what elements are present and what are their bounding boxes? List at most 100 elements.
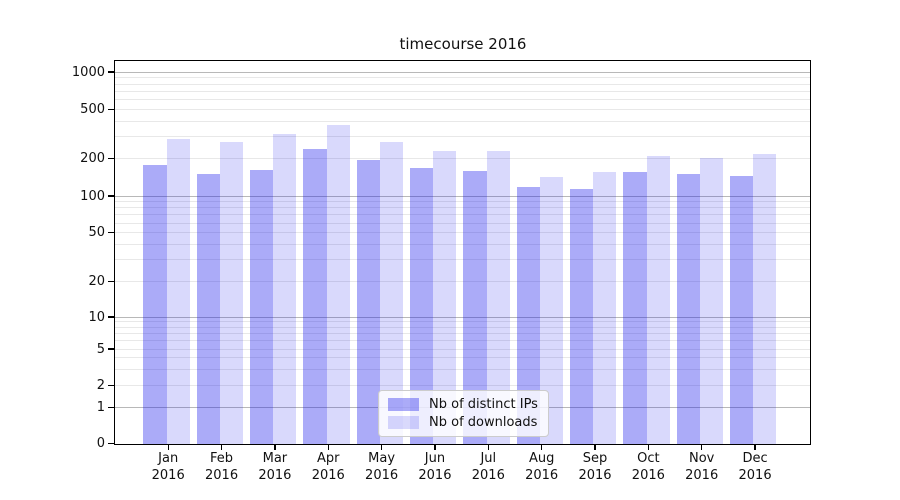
x-tick-year: 2016 <box>311 468 345 483</box>
y-tick-label: 100 <box>80 188 105 204</box>
gridline-minor <box>115 207 811 209</box>
y-tick-mark <box>108 232 114 234</box>
y-tick-mark <box>108 406 114 409</box>
x-tick-month: Apr <box>317 451 340 466</box>
legend-swatch-downloads <box>388 416 419 430</box>
y-tick-mark <box>108 108 114 111</box>
x-tick-year: 2016 <box>738 468 772 483</box>
y-tick-mark <box>108 442 114 445</box>
bar-downloads-jan <box>166 138 190 444</box>
gridline-minor <box>115 120 811 122</box>
bar-distinct-ips-feb <box>196 173 220 444</box>
gridline-minor <box>115 385 811 386</box>
bar-distinct-ips-sep <box>570 189 594 444</box>
bar-distinct-ips-aug <box>516 187 541 444</box>
x-tick-year: 2016 <box>258 468 292 483</box>
y-tick-label: 5 <box>96 341 105 357</box>
x-tick-year: 2016 <box>471 468 505 483</box>
x-tick-year: 2016 <box>685 468 719 483</box>
bar-distinct-ips-jan <box>143 165 167 444</box>
gridline-minor <box>115 326 811 328</box>
x-tick-mark <box>647 444 650 450</box>
legend-item-downloads: Nb of downloads <box>388 415 539 430</box>
x-tick-month: Aug <box>528 451 555 466</box>
gridline-minor <box>115 99 811 101</box>
y-tick-label: 2 <box>96 378 105 393</box>
y-tick-mark <box>108 384 114 387</box>
x-tick-label-oct: Oct 2016 <box>618 450 678 484</box>
x-tick-month: May <box>368 451 396 466</box>
y-tick-mark <box>108 280 114 283</box>
gridline-minor <box>115 83 811 85</box>
y-tick-label: 1 <box>96 400 105 415</box>
x-tick-month: Nov <box>689 451 715 466</box>
gridline-minor <box>115 357 811 359</box>
bar-distinct-ips-jun <box>410 168 434 444</box>
gridline-major <box>115 71 811 73</box>
x-tick-year: 2016 <box>418 468 452 483</box>
x-tick-month: Jun <box>424 451 446 466</box>
x-tick-month: Oct <box>637 451 660 466</box>
x-tick-label-sep: Sep 2016 <box>565 450 625 484</box>
x-tick-label-mar: Mar 2016 <box>245 450 305 484</box>
y-tick-mark <box>108 157 114 159</box>
bar-downloads-mar <box>273 133 297 444</box>
legend: Nb of distinct IPs Nb of downloads <box>378 390 549 437</box>
gridline-minor <box>115 214 811 216</box>
x-tick-mark <box>594 444 596 450</box>
legend-label-downloads: Nb of downloads <box>429 415 538 431</box>
y-tick-mark <box>108 195 114 197</box>
x-tick-month: Dec <box>742 451 768 466</box>
gridline-minor <box>115 201 811 203</box>
y-tick-mark <box>108 71 114 73</box>
x-tick-mark <box>754 444 756 450</box>
x-tick-label-feb: Feb 2016 <box>192 450 252 484</box>
x-tick-year: 2016 <box>578 468 612 483</box>
x-tick-label-aug: Aug 2016 <box>512 450 572 484</box>
x-tick-mark <box>167 444 169 450</box>
bar-downloads-jun <box>433 150 457 444</box>
chart-title: timecourse 2016 <box>399 35 527 53</box>
y-tick-mark <box>108 348 114 350</box>
gridline-minor <box>115 222 811 224</box>
bar-downloads-aug <box>540 177 564 444</box>
gridline-minor <box>115 232 811 234</box>
bar-downloads-oct <box>646 155 670 444</box>
legend-swatch-distinct-ips <box>388 397 419 411</box>
gridline-minor <box>115 281 811 282</box>
x-tick-mark <box>701 444 703 450</box>
y-tick-label: 0 <box>96 436 105 451</box>
gridline-minor <box>115 368 811 370</box>
x-tick-mark <box>434 444 436 450</box>
x-tick-label-jan: Jan 2016 <box>138 450 198 484</box>
y-tick-label: 200 <box>80 150 105 166</box>
x-tick-mark <box>540 444 543 450</box>
bar-distinct-ips-nov <box>676 173 701 444</box>
gridline-minor <box>115 259 811 261</box>
x-tick-year: 2016 <box>631 468 665 483</box>
x-tick-mark <box>380 444 383 450</box>
gridline-major <box>115 195 811 197</box>
x-tick-year: 2016 <box>151 468 185 483</box>
x-tick-label-nov: Nov 2016 <box>672 450 732 484</box>
x-tick-label-jul: Jul 2016 <box>458 450 518 484</box>
bar-downloads-may <box>380 142 403 444</box>
y-tick-mark <box>108 316 114 318</box>
y-tick-label: 50 <box>88 225 105 241</box>
x-tick-mark <box>274 444 276 450</box>
x-tick-month: Jan <box>158 451 179 466</box>
bar-distinct-ips-may <box>356 159 380 444</box>
gridline-minor <box>115 109 811 110</box>
x-tick-year: 2016 <box>525 468 559 483</box>
bar-distinct-ips-dec <box>730 175 754 444</box>
bar-downloads-feb <box>219 142 243 444</box>
bar-downloads-jul <box>486 151 510 444</box>
bar-downloads-sep <box>593 172 617 444</box>
y-tick-label: 10 <box>88 309 105 325</box>
gridline-minor <box>115 157 811 159</box>
bar-distinct-ips-apr <box>303 149 327 444</box>
gridline-minor <box>115 332 811 334</box>
gridline-minor <box>115 244 811 246</box>
